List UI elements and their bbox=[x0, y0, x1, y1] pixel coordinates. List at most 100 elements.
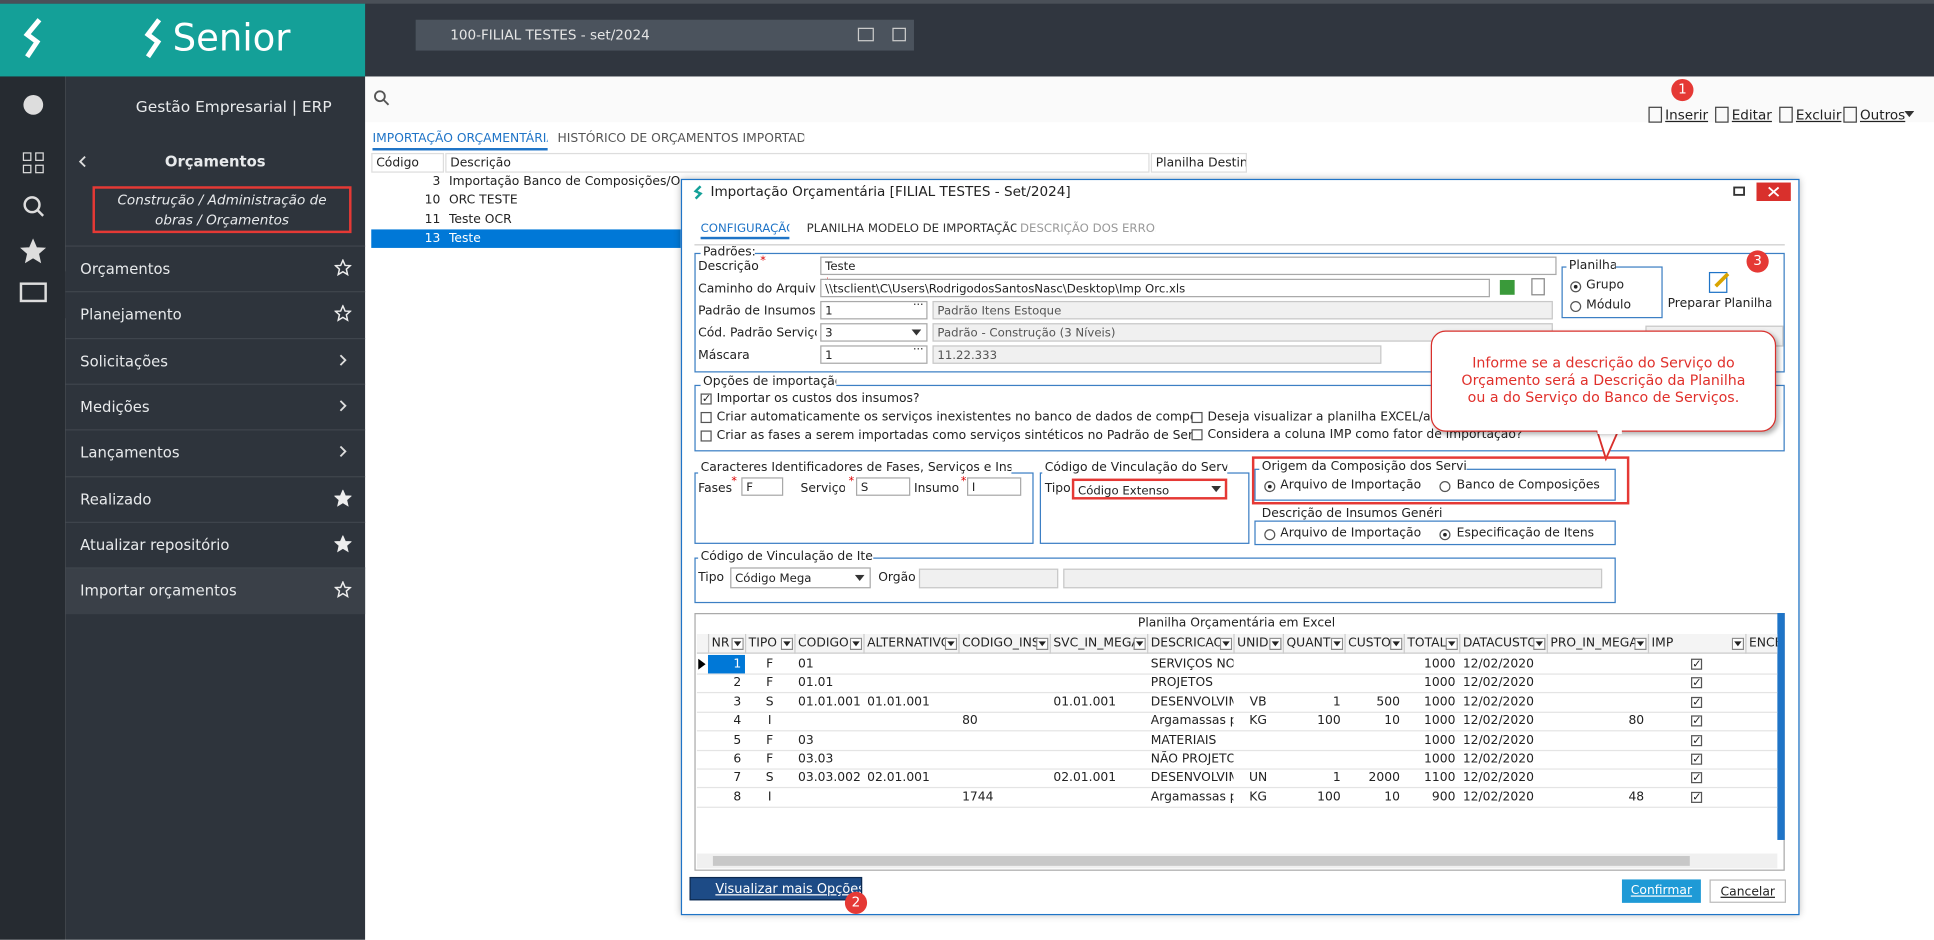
field-input[interactable]: \\tsclient\C\Users\RodrigodosSantosNasc\… bbox=[820, 278, 1490, 298]
radio-label[interactable]: Arquivo de Importação bbox=[1280, 526, 1422, 541]
confirm-button[interactable]: Confirmar bbox=[1621, 879, 1701, 903]
list-cell[interactable]: 13 bbox=[424, 231, 441, 246]
field-input[interactable] bbox=[1063, 568, 1603, 589]
prepare-icon[interactable] bbox=[1706, 269, 1733, 296]
grid-cell[interactable]: 12/02/2020 bbox=[1462, 657, 1534, 671]
checkbox[interactable]: ✓ bbox=[1691, 772, 1703, 784]
list-cell[interactable]: Importação Banco de Composições/Orçam bbox=[448, 175, 681, 189]
filter-button[interactable] bbox=[1269, 637, 1282, 651]
checkbox[interactable]: ✓ bbox=[700, 393, 712, 405]
grid-cell[interactable]: 1000 bbox=[1424, 752, 1456, 766]
grid-cell[interactable]: 48 bbox=[1628, 790, 1645, 804]
grid-cell[interactable]: SERVIÇOS NO G bbox=[1150, 657, 1234, 671]
action[interactable]: Editar bbox=[1731, 107, 1772, 124]
filter-button[interactable] bbox=[944, 637, 958, 651]
radio-label[interactable]: Especificação de Itens bbox=[1456, 526, 1595, 541]
field-input[interactable]: F bbox=[741, 477, 784, 496]
grid-cell[interactable]: 02.01.001 bbox=[867, 771, 930, 785]
grid-cell[interactable]: 01.01.001 bbox=[798, 695, 861, 709]
grid-cell[interactable]: S bbox=[765, 771, 774, 785]
tab[interactable]: HISTÓRICO DE ORÇAMENTOS IMPORTADOS bbox=[557, 131, 805, 146]
filter-button[interactable] bbox=[1533, 637, 1546, 651]
field-input[interactable]: I bbox=[967, 477, 1022, 496]
grid-cell[interactable]: 12/02/2020 bbox=[1462, 676, 1534, 690]
cancel-button[interactable]: Cancelar bbox=[1709, 879, 1786, 903]
radio-label[interactable]: Banco de Composições bbox=[1456, 478, 1600, 493]
grid-cell[interactable]: 3 bbox=[733, 695, 742, 709]
menu-item[interactable]: Realizado bbox=[80, 490, 152, 508]
checkbox[interactable] bbox=[1191, 411, 1203, 424]
grid-cell[interactable]: DESENVOLVIME bbox=[1150, 771, 1234, 785]
file-icons[interactable] bbox=[1497, 278, 1546, 298]
grid-cell[interactable]: 12/02/2020 bbox=[1462, 733, 1534, 747]
checkbox[interactable]: ✓ bbox=[1691, 791, 1703, 803]
filter-button[interactable] bbox=[1731, 637, 1745, 651]
grid-cell[interactable]: 12/02/2020 bbox=[1462, 714, 1534, 728]
grid-cell[interactable]: 01.01 bbox=[798, 676, 834, 690]
back-arrow[interactable] bbox=[76, 154, 88, 169]
grid-cell[interactable]: 01.01.001 bbox=[1053, 695, 1117, 709]
grid-cell[interactable]: 03.03.002 bbox=[798, 771, 861, 785]
radio-label[interactable]: Arquivo de Importação bbox=[1280, 478, 1422, 493]
grid-cell[interactable]: DESENVOLVIME bbox=[1150, 695, 1234, 709]
grid-cell[interactable]: 02.01.001 bbox=[1053, 771, 1117, 785]
grid-cell[interactable]: F bbox=[766, 733, 774, 747]
menu-item[interactable]: Planejamento bbox=[80, 306, 182, 324]
column-header[interactable]: DESCRICAO bbox=[1147, 633, 1233, 654]
action[interactable]: Outros bbox=[1859, 107, 1906, 124]
checkbox[interactable] bbox=[700, 430, 712, 442]
column-header[interactable]: CODIGO_INS bbox=[958, 633, 1049, 654]
action[interactable]: Excluir bbox=[1795, 107, 1842, 124]
grid-cell[interactable]: PROJETOS bbox=[1150, 676, 1214, 690]
grid-cell[interactable]: I bbox=[767, 790, 772, 804]
dialog-tab[interactable]: PLANILHA MODELO DE IMPORTAÇÃO bbox=[806, 222, 1017, 236]
grid-cell[interactable]: 03.03 bbox=[798, 752, 834, 766]
list-cell[interactable]: Teste bbox=[448, 231, 481, 246]
grid-cell[interactable]: 1000 bbox=[1424, 733, 1456, 747]
select[interactable]: Código Extenso bbox=[1071, 478, 1228, 500]
grid-cell[interactable]: 1100 bbox=[1424, 771, 1456, 785]
filter-button[interactable] bbox=[1445, 637, 1458, 651]
lookup-button[interactable]: ··· bbox=[912, 302, 924, 313]
radio[interactable] bbox=[1264, 529, 1276, 541]
radio[interactable] bbox=[1439, 481, 1451, 493]
grid-cell[interactable]: 8 bbox=[733, 790, 742, 804]
filter-button[interactable] bbox=[780, 637, 794, 651]
grid-cell[interactable]: Argamassas pa bbox=[1150, 790, 1234, 804]
checkbox[interactable] bbox=[1191, 429, 1203, 441]
grid-cell[interactable]: Argamassas pa bbox=[1150, 714, 1234, 728]
checkbox[interactable]: ✓ bbox=[1691, 753, 1703, 765]
grid-cell[interactable]: 12/02/2020 bbox=[1462, 790, 1534, 804]
column-header[interactable]: SVC_IN_MEGA bbox=[1049, 633, 1147, 654]
grid-cell[interactable]: 1 bbox=[733, 657, 742, 671]
grid-cell[interactable]: 1744 bbox=[962, 790, 994, 804]
checkbox-label[interactable]: Deseja visualizar a planilha EXCEL/arqui… bbox=[1207, 410, 1470, 425]
grid-cell[interactable]: UN bbox=[1248, 771, 1268, 785]
column-header[interactable]: ALTERNATIVO bbox=[863, 633, 958, 654]
field-input[interactable]: Teste bbox=[820, 256, 1557, 276]
list-cell[interactable]: ORC TESTE bbox=[448, 194, 518, 208]
filter-button[interactable] bbox=[1133, 637, 1146, 651]
grid-cell[interactable]: 7 bbox=[733, 771, 742, 785]
checkbox[interactable]: ✓ bbox=[1691, 696, 1703, 708]
menu-item[interactable]: Importar orçamentos bbox=[80, 582, 237, 600]
menu-item[interactable]: Solicitações bbox=[80, 352, 168, 370]
column-header[interactable]: QUANT bbox=[1282, 633, 1345, 654]
checkbox[interactable] bbox=[700, 411, 712, 424]
grid-cell[interactable]: 100 bbox=[1317, 714, 1341, 728]
column-header[interactable]: NR bbox=[707, 633, 745, 654]
search[interactable] bbox=[372, 89, 390, 106]
grid-cell[interactable]: 12/02/2020 bbox=[1462, 771, 1534, 785]
filter-button[interactable] bbox=[1330, 637, 1344, 651]
grid-cell[interactable]: 12/02/2020 bbox=[1462, 695, 1534, 709]
column-header[interactable]: ENCE bbox=[1745, 633, 1777, 654]
column-header[interactable]: PRO_IN_MEGA bbox=[1546, 633, 1648, 654]
checkbox[interactable]: ✓ bbox=[1691, 658, 1703, 670]
field-input[interactable]: 3 bbox=[820, 323, 928, 342]
radio[interactable] bbox=[1570, 300, 1582, 313]
field-input[interactable]: S bbox=[855, 477, 911, 496]
grid-cell[interactable]: 01 bbox=[798, 657, 814, 671]
prepare-button[interactable]: Preparar Planilha bbox=[1667, 297, 1772, 311]
filter-button[interactable] bbox=[1219, 637, 1233, 651]
grid-cell[interactable]: KG bbox=[1249, 790, 1267, 804]
